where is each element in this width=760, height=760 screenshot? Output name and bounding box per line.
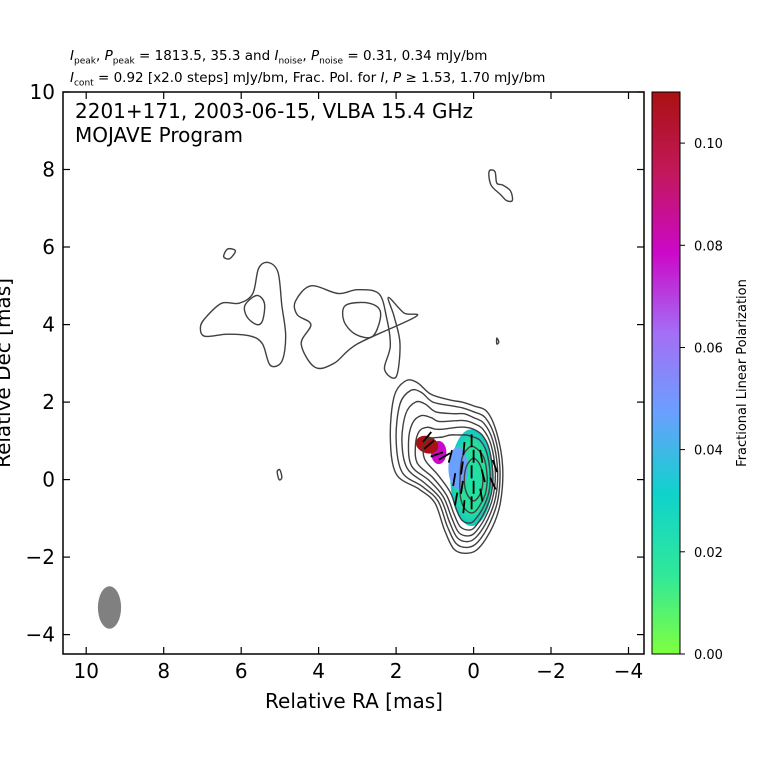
- contour-layer: [199, 169, 514, 555]
- colorbar-tick-label-5: 0.10: [694, 137, 723, 152]
- contour-line-12: [341, 301, 382, 339]
- colorbar-tick-label-4: 0.08: [694, 239, 723, 254]
- evpa-tick-17: [438, 452, 451, 461]
- x-axis-label: Relative RA [mas]: [265, 689, 443, 713]
- contour-line-13: [488, 169, 514, 203]
- evpa-tick-6: [460, 461, 464, 475]
- plot-header-contours: Icont = 0.92 [x2.0 steps] mJy/bm, Frac. …: [70, 70, 545, 89]
- contour-line-15: [495, 337, 500, 345]
- header-inoise-subscript: noise: [278, 56, 303, 67]
- y-axis-label: Relative Dec [mas]: [0, 278, 15, 468]
- x-axis: 10 8 6 4 2 0 −2 −4: [73, 92, 643, 683]
- evpa-tick-8: [462, 500, 466, 514]
- x-tick-label-4: 2: [390, 659, 403, 683]
- beam-ellipse: [97, 586, 122, 629]
- contour-line-9: [243, 294, 266, 326]
- colorbar-ticks: 0.00 0.02 0.04 0.06 0.08 0.10: [680, 137, 723, 663]
- plot-frame: [62, 91, 645, 655]
- evpa-tick-9: [479, 449, 484, 463]
- x-tick-label-7: −4: [614, 659, 643, 683]
- contour-line-8: [199, 261, 287, 368]
- x-tick-label-3: 4: [312, 659, 325, 683]
- evpa-tick-19: [423, 439, 435, 450]
- evpa-layer: [422, 431, 498, 514]
- colorbar: [651, 91, 681, 655]
- x-tick-label-0: 10: [73, 659, 98, 683]
- contour-line-6: [459, 445, 488, 514]
- contour-line-2: [401, 400, 499, 543]
- evpa-tick-13: [454, 492, 459, 506]
- header-pnoise-symbol: P: [310, 48, 320, 64]
- y-tick-label-4: 4: [42, 313, 55, 337]
- colorbar-tick-label-2: 0.04: [694, 444, 723, 459]
- x-tick-label-5: 0: [467, 659, 480, 683]
- evpa-tick-14: [447, 449, 453, 463]
- evpa-tick-20: [422, 431, 432, 443]
- header-peak-values: = 1813.5, 35.3 and: [139, 48, 271, 64]
- x-tick-label-1: 8: [157, 659, 170, 683]
- contour-line-4: [414, 426, 494, 531]
- colorbar-tick-label-3: 0.06: [694, 342, 723, 357]
- contour-line-11: [293, 285, 419, 379]
- colorbar-label: Fractional Linear Polarization: [735, 279, 750, 467]
- header-cont-text: = 0.92 [x2.0 steps] mJy/bm, Frac. Pol. f…: [97, 70, 377, 86]
- contour-line-10: [222, 247, 237, 260]
- colorbar-tick-label-0: 0.00: [694, 648, 723, 663]
- plot-area: [97, 169, 514, 629]
- evpa-tick-11: [479, 488, 484, 502]
- header-comma: ,: [384, 70, 389, 86]
- header-fracpol-i-symbol: I: [380, 70, 385, 86]
- header-i-subscript: peak: [73, 56, 96, 67]
- y-tick-label-6: 8: [42, 158, 55, 182]
- evpa-tick-10: [480, 469, 486, 483]
- y-axis: −4 −2 0 2 4 6 8 10: [26, 80, 644, 647]
- contour-line-5: [422, 434, 492, 524]
- y-tick-label-0: −4: [26, 623, 55, 647]
- header-icont-subscript: cont: [73, 78, 94, 89]
- header-pnoise-subscript: noise: [319, 56, 344, 67]
- contour-line-0: [389, 379, 504, 555]
- header-i-symbol: I: [70, 48, 74, 64]
- colorbar-tick-label-1: 0.02: [694, 546, 723, 561]
- plot-header-peak: Ipeak, Ppeak = 1813.5, 35.3 and Inoise, …: [70, 48, 488, 67]
- header-icont-symbol: I: [70, 70, 74, 86]
- evpa-tick-18: [430, 451, 444, 458]
- y-tick-label-1: −2: [26, 545, 55, 569]
- header-p-symbol: P: [104, 48, 113, 64]
- chart-title: 2201+171, 2003-06-15, VLBA 15.4 GHz: [75, 99, 473, 123]
- header-inoise-symbol: I: [274, 48, 279, 64]
- contour-line-1: [395, 388, 501, 549]
- header-noise-values: = 0.31, 0.34 mJy/bm: [347, 48, 488, 64]
- header-threshold: ≥ 1.53, 1.70 mJy/bm: [405, 70, 546, 86]
- x-tick-label-2: 6: [235, 659, 248, 683]
- y-tick-label-5: 6: [42, 235, 55, 259]
- chart-subtitle: MOJAVE Program: [75, 123, 243, 147]
- polarization-region-inner-jet-tip: [415, 435, 439, 454]
- evpa-tick-15: [489, 477, 497, 490]
- contour-line-14: [276, 468, 283, 481]
- y-tick-label-2: 0: [42, 468, 55, 492]
- x-tick-label-6: −2: [536, 659, 565, 683]
- evpa-tick-5: [462, 442, 466, 456]
- header-fracpol-p-symbol: P: [393, 70, 402, 86]
- header-p-subscript: peak: [112, 56, 135, 67]
- evpa-tick-7: [460, 480, 464, 494]
- y-tick-label-7: 10: [30, 80, 55, 104]
- y-tick-label-3: 2: [42, 390, 55, 414]
- contour-line-3: [407, 414, 497, 537]
- evpa-tick-12: [452, 473, 457, 487]
- evpa-tick-16: [491, 459, 498, 473]
